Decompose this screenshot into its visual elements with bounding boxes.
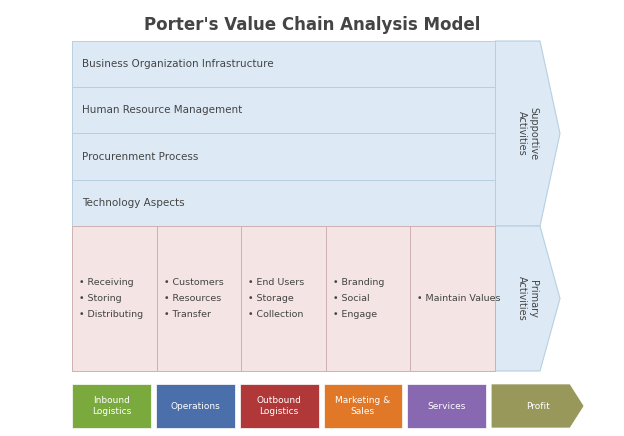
Bar (72, 384, 151, 428)
Text: • Customers: • Customers (163, 278, 223, 287)
Text: Profit: Profit (525, 402, 550, 411)
Text: • Distributing: • Distributing (79, 310, 143, 319)
Text: Outbound
Logistics: Outbound Logistics (256, 396, 301, 416)
Text: • Storage: • Storage (248, 294, 294, 303)
Text: Primary
Activities: Primary Activities (517, 276, 539, 321)
Text: • Maintain Values: • Maintain Values (417, 294, 501, 303)
Text: • Receiving: • Receiving (79, 278, 134, 287)
Bar (72, 226, 157, 371)
Bar (323, 384, 402, 428)
Text: Human Resource Management: Human Resource Management (82, 106, 242, 116)
Text: • Branding: • Branding (333, 278, 384, 287)
Text: Services: Services (427, 402, 466, 411)
Bar (157, 226, 241, 371)
Text: • Transfer: • Transfer (163, 310, 210, 319)
Text: • Resources: • Resources (163, 294, 221, 303)
Polygon shape (491, 384, 584, 428)
Bar (72, 41, 495, 87)
Text: Operations: Operations (170, 402, 220, 411)
Text: Porter's Value Chain Analysis Model: Porter's Value Chain Analysis Model (144, 16, 480, 34)
Text: • Collection: • Collection (248, 310, 303, 319)
Bar (326, 226, 411, 371)
Text: Inbound
Logistics: Inbound Logistics (92, 396, 131, 416)
Polygon shape (495, 226, 560, 371)
Text: Business Organization Infrastructure: Business Organization Infrastructure (82, 59, 274, 69)
Text: • End Users: • End Users (248, 278, 305, 287)
Text: Supportive
Activities: Supportive Activities (517, 107, 539, 160)
Text: • Engage: • Engage (333, 310, 377, 319)
Bar (72, 180, 495, 226)
Text: Technology Aspects: Technology Aspects (82, 198, 185, 208)
Bar (240, 384, 318, 428)
Bar (411, 226, 495, 371)
Bar (241, 226, 326, 371)
Bar (156, 384, 235, 428)
Text: Marketing &
Sales: Marketing & Sales (335, 396, 391, 416)
Text: • Social: • Social (333, 294, 369, 303)
Bar (407, 384, 486, 428)
Text: Procurenment Process: Procurenment Process (82, 152, 198, 162)
Text: • Storing: • Storing (79, 294, 122, 303)
Bar (72, 133, 495, 180)
Polygon shape (495, 41, 560, 226)
Bar (72, 87, 495, 133)
